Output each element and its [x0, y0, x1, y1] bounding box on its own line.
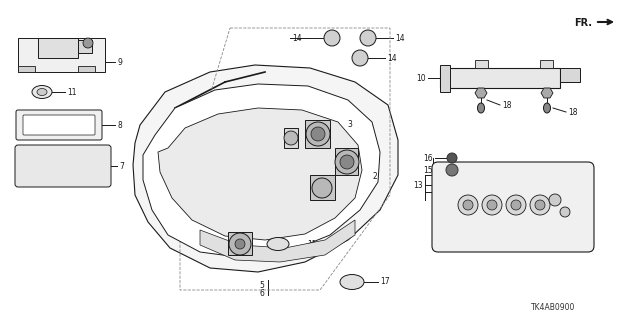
Polygon shape	[133, 65, 398, 272]
Circle shape	[447, 153, 457, 163]
Text: 13: 13	[413, 180, 423, 189]
Text: 4: 4	[208, 238, 213, 247]
Circle shape	[311, 127, 325, 141]
Polygon shape	[560, 68, 580, 82]
Polygon shape	[440, 68, 560, 88]
Polygon shape	[18, 66, 35, 72]
Ellipse shape	[340, 275, 364, 290]
Text: TK4AB0900: TK4AB0900	[531, 303, 575, 313]
Polygon shape	[440, 65, 450, 92]
Text: 6: 6	[259, 289, 264, 298]
FancyBboxPatch shape	[23, 115, 95, 135]
Text: 14: 14	[292, 34, 302, 43]
Circle shape	[458, 195, 478, 215]
Circle shape	[83, 38, 93, 48]
Circle shape	[511, 200, 521, 210]
Text: 10: 10	[417, 74, 426, 83]
Text: 5: 5	[259, 281, 264, 290]
Text: 18: 18	[568, 108, 577, 116]
Circle shape	[229, 233, 251, 255]
Polygon shape	[284, 128, 298, 148]
Polygon shape	[475, 60, 488, 68]
Ellipse shape	[32, 85, 52, 99]
Polygon shape	[475, 88, 487, 98]
Polygon shape	[158, 108, 362, 240]
Ellipse shape	[37, 89, 47, 95]
Circle shape	[306, 122, 330, 146]
Circle shape	[482, 195, 502, 215]
Polygon shape	[200, 220, 355, 262]
Text: 18: 18	[502, 100, 511, 109]
Text: 11: 11	[67, 87, 77, 97]
Circle shape	[335, 150, 359, 174]
Polygon shape	[305, 120, 330, 148]
Circle shape	[324, 30, 340, 46]
Text: 12: 12	[266, 111, 276, 121]
Text: 15: 15	[424, 165, 433, 174]
FancyBboxPatch shape	[16, 110, 102, 140]
Circle shape	[352, 50, 368, 66]
Polygon shape	[228, 232, 252, 255]
Polygon shape	[335, 148, 358, 175]
Text: FR.: FR.	[574, 18, 592, 28]
Polygon shape	[541, 88, 553, 98]
Circle shape	[235, 239, 245, 249]
Polygon shape	[310, 175, 335, 200]
Circle shape	[340, 155, 354, 169]
Circle shape	[549, 194, 561, 206]
Text: 7: 7	[119, 162, 124, 171]
Polygon shape	[38, 38, 78, 58]
Polygon shape	[78, 40, 92, 53]
Circle shape	[530, 195, 550, 215]
Polygon shape	[78, 66, 95, 72]
Polygon shape	[540, 60, 553, 68]
Circle shape	[360, 30, 376, 46]
Circle shape	[560, 207, 570, 217]
Ellipse shape	[267, 237, 289, 251]
FancyBboxPatch shape	[432, 162, 594, 252]
Polygon shape	[143, 84, 380, 258]
Circle shape	[312, 178, 332, 198]
Circle shape	[284, 131, 298, 145]
Circle shape	[535, 200, 545, 210]
Circle shape	[487, 200, 497, 210]
Circle shape	[446, 164, 458, 176]
FancyBboxPatch shape	[15, 145, 111, 187]
Polygon shape	[18, 38, 105, 72]
Circle shape	[506, 195, 526, 215]
Text: 14: 14	[387, 53, 397, 62]
Text: 17: 17	[380, 277, 390, 286]
Text: 2: 2	[372, 172, 377, 180]
Text: 8: 8	[117, 121, 122, 130]
Text: 11: 11	[307, 239, 317, 249]
Text: 3: 3	[347, 119, 352, 129]
Text: 9: 9	[117, 58, 122, 67]
Text: 1: 1	[313, 211, 318, 220]
Circle shape	[463, 200, 473, 210]
Ellipse shape	[543, 103, 550, 113]
Text: 16: 16	[424, 154, 433, 163]
Text: 14: 14	[395, 34, 404, 43]
Ellipse shape	[477, 103, 484, 113]
